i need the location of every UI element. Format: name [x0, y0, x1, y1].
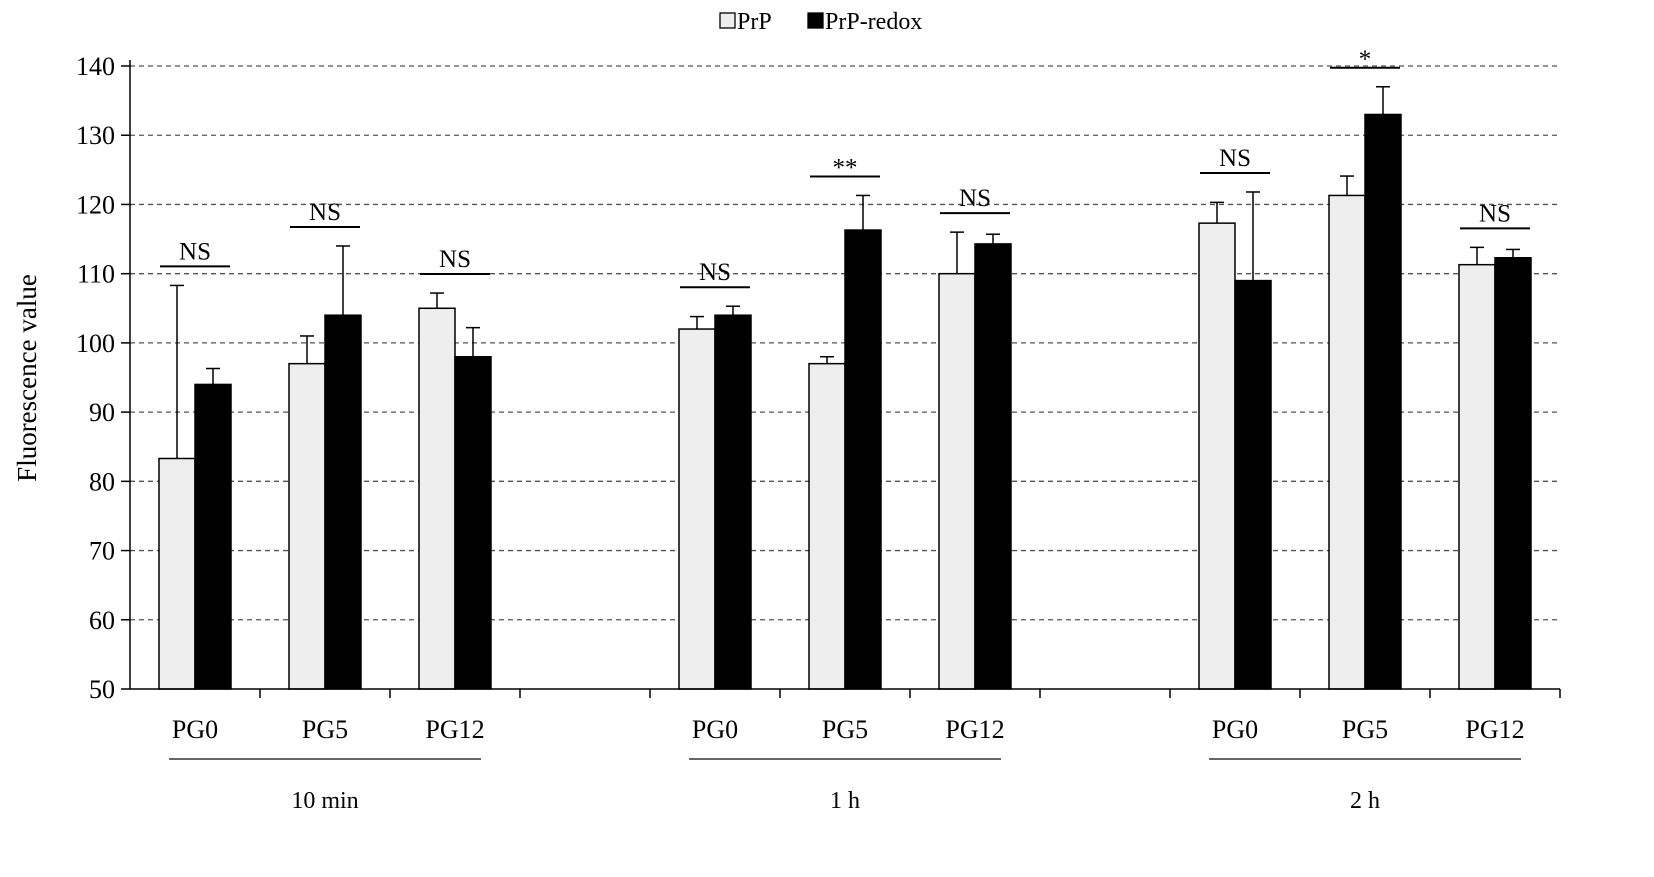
bars [158, 86, 1532, 690]
y-tick-label: 100 [76, 329, 115, 358]
bar-prp-redox [324, 314, 362, 690]
bar-prp-redox [1234, 279, 1272, 690]
category-label: PG12 [425, 715, 484, 744]
legend-swatch [807, 12, 824, 29]
bar-prp [678, 328, 716, 690]
labels: 50 60 70 80 90 100 110 120 130 140 Fluorescence va… [12, 46, 1530, 814]
y-tick-label: 80 [89, 467, 115, 496]
legend: PrP PrP-redox [719, 9, 922, 35]
bar-prp [1198, 222, 1236, 690]
legend-label: PrP [737, 9, 772, 35]
bar-prp-redox [454, 355, 492, 690]
significance-label: ** [833, 154, 858, 181]
group-label: 2 h [1350, 788, 1380, 814]
bar-prp [808, 362, 846, 690]
axes [121, 60, 1561, 698]
category-label: PG0 [1212, 715, 1258, 744]
significance-label: NS [1219, 145, 1251, 172]
category-label: PG5 [302, 715, 348, 744]
y-tick-label: 120 [76, 190, 115, 219]
significance-label: NS [959, 185, 991, 212]
bar-prp [1328, 194, 1366, 690]
bar-prp-redox [194, 383, 232, 690]
bar-prp [288, 362, 326, 690]
significance-label: NS [1479, 200, 1511, 227]
bar-prp [938, 272, 976, 690]
y-tick-label: 110 [77, 260, 115, 289]
category-label: PG0 [692, 715, 738, 744]
significance-label: NS [309, 199, 341, 226]
legend-label: PrP-redox [825, 9, 922, 35]
y-tick-label: 90 [89, 398, 115, 427]
significance-label: NS [179, 238, 211, 265]
category-label: PG12 [945, 715, 1004, 744]
legend-swatch [719, 12, 736, 29]
y-axis-label: Fluorescence value [12, 274, 42, 482]
bar-prp-redox [974, 243, 1012, 690]
significance-label: NS [699, 259, 731, 286]
category-label: PG5 [822, 715, 868, 744]
y-tick-label: 50 [89, 675, 115, 704]
bar-prp-redox [1494, 256, 1532, 690]
significance-label: NS [439, 246, 471, 273]
bar-prp-redox [844, 229, 882, 690]
group-label: 1 h [830, 788, 860, 814]
category-label: PG12 [1465, 715, 1524, 744]
y-tick-label: 60 [89, 606, 115, 635]
significance-label: * [1359, 46, 1372, 73]
bar-prp [158, 457, 196, 690]
bar-prp [418, 307, 456, 690]
y-tick-label: 70 [89, 537, 115, 566]
y-tick-label: 140 [76, 52, 115, 81]
y-tick-label: 130 [76, 121, 115, 150]
category-label: PG0 [172, 715, 218, 744]
category-label: PG5 [1342, 715, 1388, 744]
bar-prp-redox [1364, 113, 1402, 690]
group-label: 10 min [291, 788, 358, 814]
bar-prp [1458, 263, 1496, 690]
bar-prp-redox [714, 314, 752, 690]
